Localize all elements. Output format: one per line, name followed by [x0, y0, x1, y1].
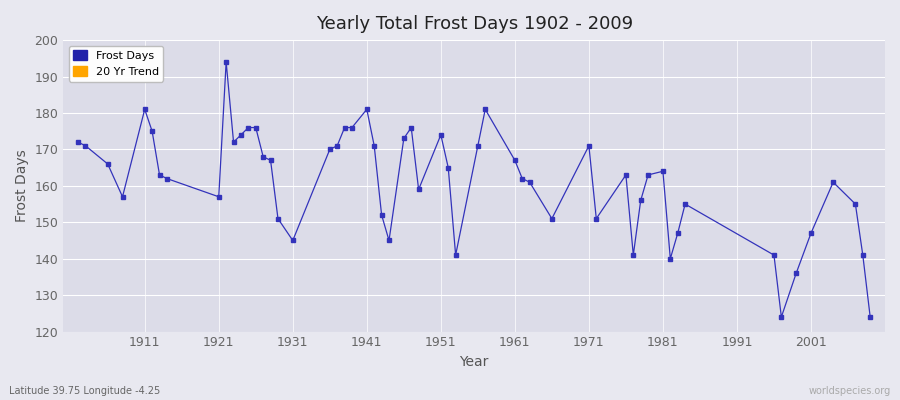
X-axis label: Year: Year — [460, 355, 489, 369]
Legend: Frost Days, 20 Yr Trend: Frost Days, 20 Yr Trend — [68, 46, 163, 82]
Text: worldspecies.org: worldspecies.org — [809, 386, 891, 396]
Y-axis label: Frost Days: Frost Days — [15, 150, 29, 222]
Text: Latitude 39.75 Longitude -4.25: Latitude 39.75 Longitude -4.25 — [9, 386, 160, 396]
Title: Yearly Total Frost Days 1902 - 2009: Yearly Total Frost Days 1902 - 2009 — [316, 15, 633, 33]
